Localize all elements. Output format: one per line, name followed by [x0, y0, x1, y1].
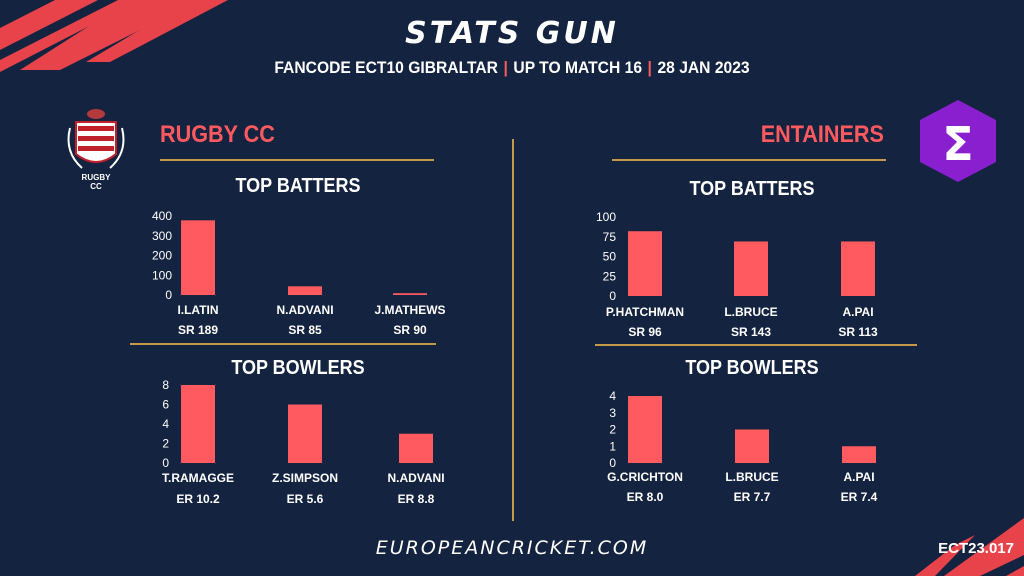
y-tick-label: 0	[609, 456, 616, 470]
section-title-right-bowlers: TOP BOWLERS	[685, 357, 819, 379]
category-label: A.PAI	[843, 470, 874, 484]
y-tick-label: 300	[152, 229, 172, 243]
rate-label: ER 7.7	[734, 490, 771, 504]
team-name-right: ENTAINERS	[760, 121, 884, 148]
subtitle-date: 28 JAN 2023	[657, 58, 750, 77]
y-tick-label: 4	[162, 417, 169, 431]
y-tick-label: 4	[609, 389, 616, 403]
y-tick-label: 0	[609, 289, 616, 303]
page-title: STATS GUN	[405, 16, 619, 51]
bar	[399, 433, 433, 463]
bar	[181, 385, 215, 463]
category-label: G.CRICHTON	[607, 470, 683, 484]
y-tick-label: 1	[609, 439, 616, 453]
rugby-cc-logo: RUGBY CC	[62, 104, 130, 194]
category-label: J.MATHEWS	[374, 303, 445, 317]
y-tick-label: 50	[603, 250, 617, 264]
footer-site: EUROPEANCRICKET.COM	[375, 537, 649, 559]
rate-label: ER 8.0	[627, 490, 664, 504]
bar	[842, 446, 876, 463]
y-tick-label: 6	[162, 398, 169, 412]
category-label: Z.SIMPSON	[272, 471, 338, 485]
bar	[288, 404, 322, 463]
divider-left-top	[160, 159, 434, 161]
section-title-right-batters: TOP BATTERS	[689, 178, 815, 200]
subtitle-competition: FANCODE ECT10 GIBRALTAR	[274, 58, 498, 77]
y-tick-label: 2	[162, 437, 169, 451]
bar	[734, 241, 768, 296]
rate-label: SR 85	[288, 323, 322, 337]
rate-label: ER 7.4	[841, 490, 878, 504]
y-tick-label: 3	[609, 406, 616, 420]
category-label: I.LATIN	[177, 303, 218, 317]
rate-label: ER 5.6	[287, 492, 324, 506]
bar	[841, 241, 875, 296]
bar	[393, 293, 427, 295]
category-label: L.BRUCE	[725, 470, 778, 484]
section-title-left-bowlers: TOP BOWLERS	[231, 357, 365, 379]
y-tick-label: 2	[609, 423, 616, 437]
bar	[628, 396, 662, 463]
category-label: T.RAMAGGE	[162, 471, 234, 485]
rate-label: SR 143	[731, 325, 771, 339]
category-label: N.ADVANI	[276, 303, 333, 317]
rate-label: SR 189	[178, 323, 218, 337]
category-label: A.PAI	[842, 305, 873, 319]
bar	[288, 286, 322, 295]
rate-label: ER 10.2	[176, 492, 220, 506]
divider-right-top	[612, 159, 886, 161]
subtitle-match: UP TO MATCH 16	[513, 58, 643, 77]
team-name-left: RUGBY CC	[160, 121, 275, 148]
y-tick-label: 200	[152, 249, 172, 263]
bar	[735, 429, 769, 463]
page-subtitle: FANCODE ECT10 GIBRALTAR | UP TO MATCH 16 | 2…	[274, 58, 750, 77]
y-tick-label: 0	[165, 288, 172, 302]
bar	[181, 220, 215, 295]
entainers-logo: Σ	[916, 98, 1000, 184]
y-tick-label: 400	[152, 209, 172, 223]
y-tick-label: 25	[603, 269, 617, 283]
rate-label: SR 96	[628, 325, 662, 339]
y-tick-label: 100	[152, 268, 172, 282]
center-divider	[512, 139, 514, 521]
divider-left-mid	[130, 343, 436, 345]
rate-label: ER 8.8	[398, 492, 435, 506]
sigma-icon: Σ	[942, 117, 973, 171]
y-tick-label: 75	[603, 230, 617, 244]
logo-text-rugby: RUGBY	[82, 173, 112, 182]
rate-label: SR 113	[838, 325, 878, 339]
y-tick-label: 0	[162, 456, 169, 470]
y-tick-label: 100	[596, 210, 616, 224]
divider-right-mid	[595, 344, 917, 346]
rate-label: SR 90	[393, 323, 427, 337]
bar	[628, 231, 662, 296]
logo-text-cc: CC	[90, 182, 102, 191]
section-title-left-batters: TOP BATTERS	[235, 175, 361, 197]
category-label: N.ADVANI	[387, 471, 444, 485]
category-label: L.BRUCE	[724, 305, 777, 319]
category-label: P.HATCHMAN	[606, 305, 684, 319]
footer-code: ECT23.017	[938, 540, 1014, 557]
y-tick-label: 8	[162, 378, 169, 392]
